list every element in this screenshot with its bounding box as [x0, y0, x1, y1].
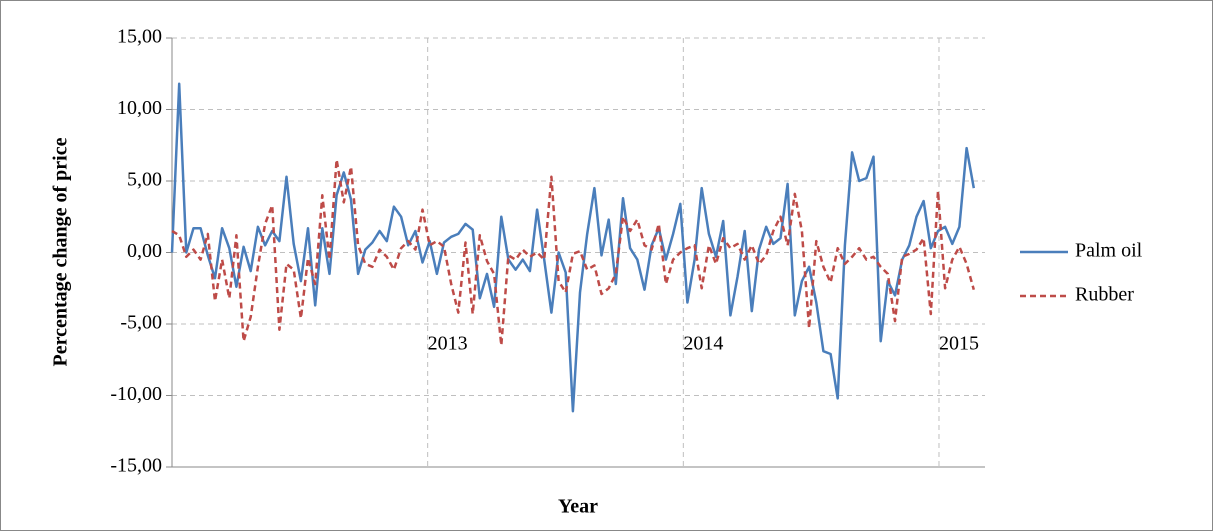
series-line [170, 82, 976, 413]
y-tick-label: 5,00 [127, 169, 162, 191]
legend-label: Palm oil [1075, 240, 1143, 262]
legend-label: Rubber [1075, 284, 1134, 306]
y-tick-label: -10,00 [110, 383, 162, 405]
y-tick-label: 0,00 [127, 240, 162, 262]
x-tick-label: 2013 [428, 333, 468, 355]
x-tick-label: 2014 [683, 333, 723, 355]
y-tick-label: 15,00 [117, 26, 162, 48]
y-tick-label: -5,00 [120, 312, 162, 334]
y-axis-title: Percentage change of price [50, 137, 72, 366]
y-tick-label: 10,00 [117, 97, 162, 119]
x-tick-label: 2015 [939, 333, 979, 355]
x-axis-title: Year [558, 496, 598, 518]
y-tick-label: -15,00 [110, 455, 162, 477]
